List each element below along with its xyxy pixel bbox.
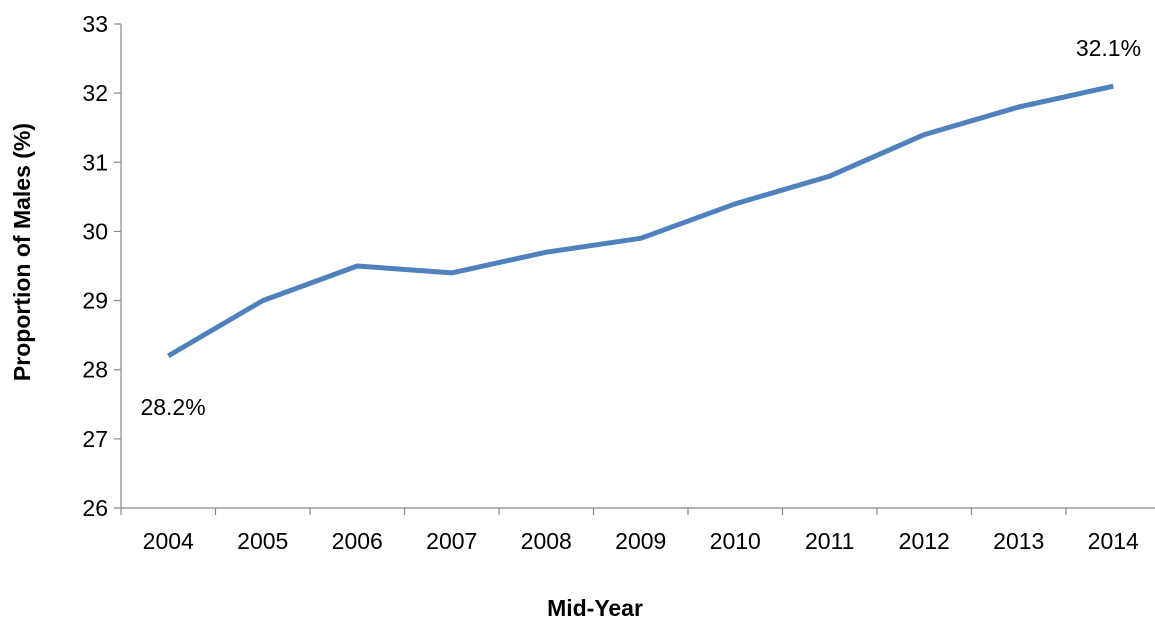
y-tick-label: 29 (82, 288, 108, 314)
x-tick-label: 2004 (143, 528, 194, 554)
y-tick-label: 27 (82, 426, 108, 452)
y-tick-label: 33 (82, 11, 108, 37)
data-label: 32.1% (1076, 35, 1141, 61)
axes (114, 23, 1155, 515)
x-axis-title: Mid-Year (547, 595, 643, 621)
x-tick-label: 2010 (710, 528, 761, 554)
y-tick-label: 32 (82, 80, 108, 106)
x-tick-label: 2006 (332, 528, 383, 554)
x-tick-label: 2009 (615, 528, 666, 554)
series-line (167, 83, 1114, 359)
y-tick-label: 31 (82, 149, 108, 175)
y-tick-label: 28 (82, 357, 108, 383)
y-tick-label: 30 (82, 218, 108, 244)
series-layer (167, 83, 1114, 359)
y-tick-label: 26 (82, 495, 108, 521)
data-labels: 28.2% 32.1% (140, 35, 1141, 420)
x-tick-label: 2013 (993, 528, 1044, 554)
x-tick-label: 2014 (1088, 528, 1139, 554)
x-tick-label: 2008 (521, 528, 572, 554)
y-axis-title: Proportion of Males (%) (9, 123, 35, 381)
x-tick-label: 2007 (426, 528, 477, 554)
data-label: 28.2% (140, 394, 205, 420)
tick-labels: 26 27 28 29 30 31 32 33 2004 2005 2006 2007 2008 2009… (82, 11, 1139, 554)
x-tick-label: 2005 (237, 528, 288, 554)
x-tick-label: 2012 (899, 528, 950, 554)
x-tick-label: 2011 (805, 528, 854, 554)
